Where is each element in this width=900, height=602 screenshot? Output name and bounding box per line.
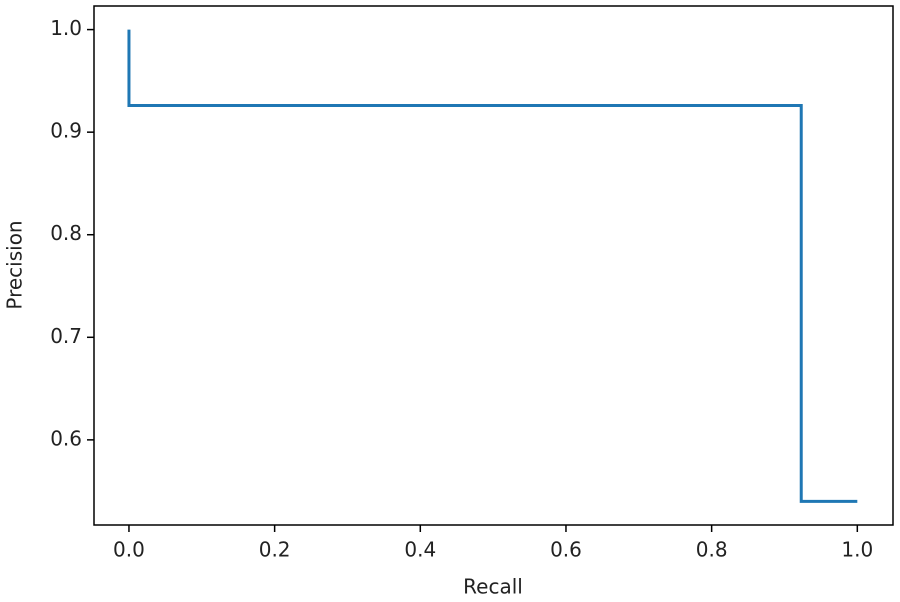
x-tick-label: 0.4 [404,538,436,562]
y-tick-label: 0.9 [50,119,82,143]
x-tick-label: 0.0 [113,538,145,562]
y-axis-label: Precision [3,220,27,309]
x-tick-label: 1.0 [841,538,873,562]
y-tick-label: 1.0 [50,16,82,40]
x-axis-label: Recall [463,575,523,599]
x-tick-label: 0.8 [696,538,728,562]
line-series [127,29,858,503]
x-tick-label: 0.6 [550,538,582,562]
y-tick-label: 0.6 [50,426,82,450]
x-tick-label: 0.2 [259,538,291,562]
y-tick-label: 0.7 [50,324,82,348]
y-tick-label: 0.8 [50,221,82,245]
plot-frame [93,5,894,526]
